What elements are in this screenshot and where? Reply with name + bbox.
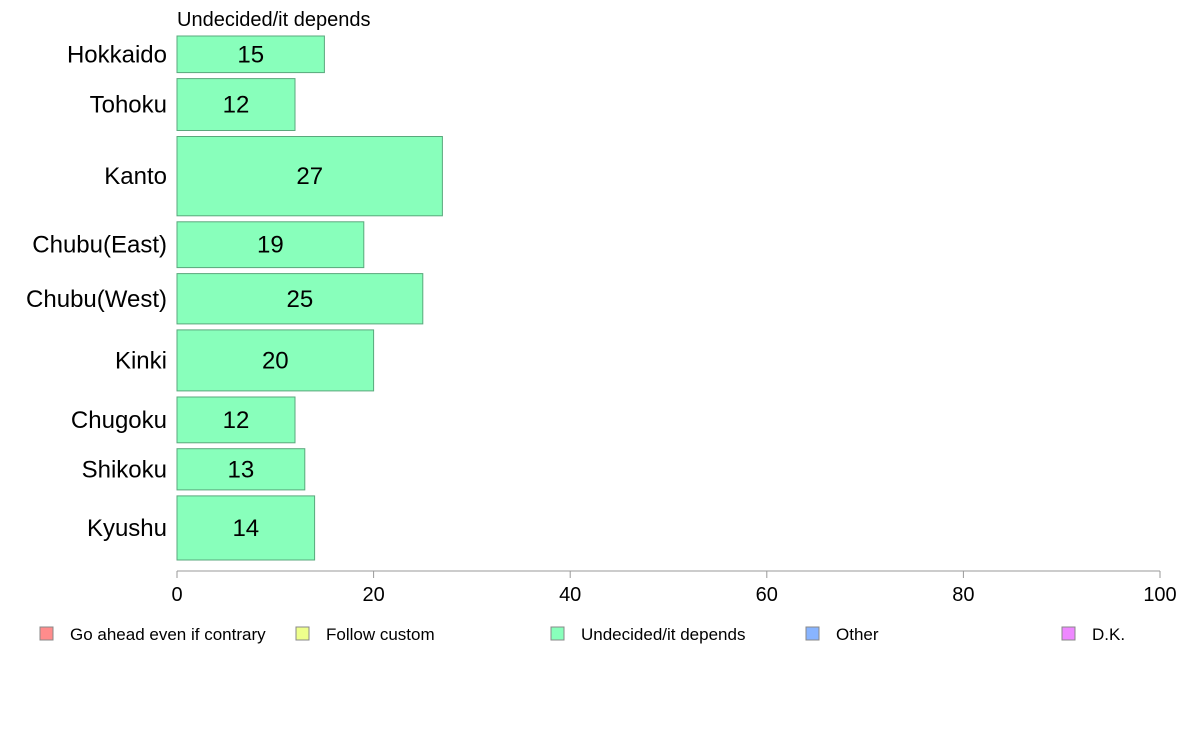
value-label: 19 — [257, 232, 284, 259]
value-label: 12 — [223, 92, 250, 119]
bar-kyushu — [176, 495, 316, 561]
x-axis: 0 20 40 60 80 100 — [171, 570, 1177, 606]
x-tick-label: 0 — [171, 584, 182, 606]
x-tick-label: 60 — [756, 584, 778, 606]
bar-hokkaido — [176, 35, 325, 74]
x-tick-label: 40 — [559, 584, 581, 606]
legend-label: Other — [836, 625, 879, 644]
panel-title: Undecided/it depends — [177, 9, 370, 31]
value-label: 14 — [232, 515, 259, 542]
x-tick-label: 20 — [362, 584, 384, 606]
category-label: Chubu(West) — [26, 286, 167, 313]
category-label: Chubu(East) — [32, 232, 167, 259]
bars-group: Hokkaido 15 Tohoku 12 Kanto 27 Chubu(East) 19 Ch… — [26, 35, 443, 561]
value-label: 25 — [287, 286, 314, 313]
category-label: Chugoku — [71, 407, 167, 434]
x-tick-label: 100 — [1143, 584, 1176, 606]
legend-swatch — [295, 626, 310, 641]
category-label: Hokkaido — [67, 41, 167, 68]
value-label: 13 — [228, 456, 255, 483]
legend-label: D.K. — [1092, 625, 1125, 644]
bar-chubu-west — [176, 273, 424, 325]
bar-chubu-east — [176, 221, 365, 269]
value-label: 27 — [296, 163, 323, 190]
legend-label: Go ahead even if contrary — [70, 625, 266, 644]
bar-kanto — [176, 136, 443, 217]
category-label: Shikoku — [82, 456, 167, 483]
bar-tohoku — [176, 78, 296, 131]
legend: Go ahead even if contrary Follow custom Un… — [39, 625, 1125, 644]
bar-chugoku — [176, 396, 296, 444]
legend-label: Follow custom — [326, 625, 435, 644]
value-label: 15 — [237, 41, 264, 68]
legend-swatch — [805, 626, 820, 641]
value-label: 12 — [223, 407, 250, 434]
category-label: Tohoku — [90, 92, 167, 119]
legend-label: Undecided/it depends — [581, 625, 745, 644]
value-label: 20 — [262, 347, 289, 374]
legend-swatch — [39, 626, 54, 641]
category-label: Kyushu — [87, 515, 167, 542]
legend-swatch — [1061, 626, 1076, 641]
category-label: Kanto — [104, 163, 167, 190]
legend-swatch — [550, 626, 565, 641]
bar-kinki — [176, 329, 375, 392]
x-tick-label: 80 — [952, 584, 974, 606]
bar-shikoku — [176, 448, 306, 491]
category-label: Kinki — [115, 347, 167, 374]
